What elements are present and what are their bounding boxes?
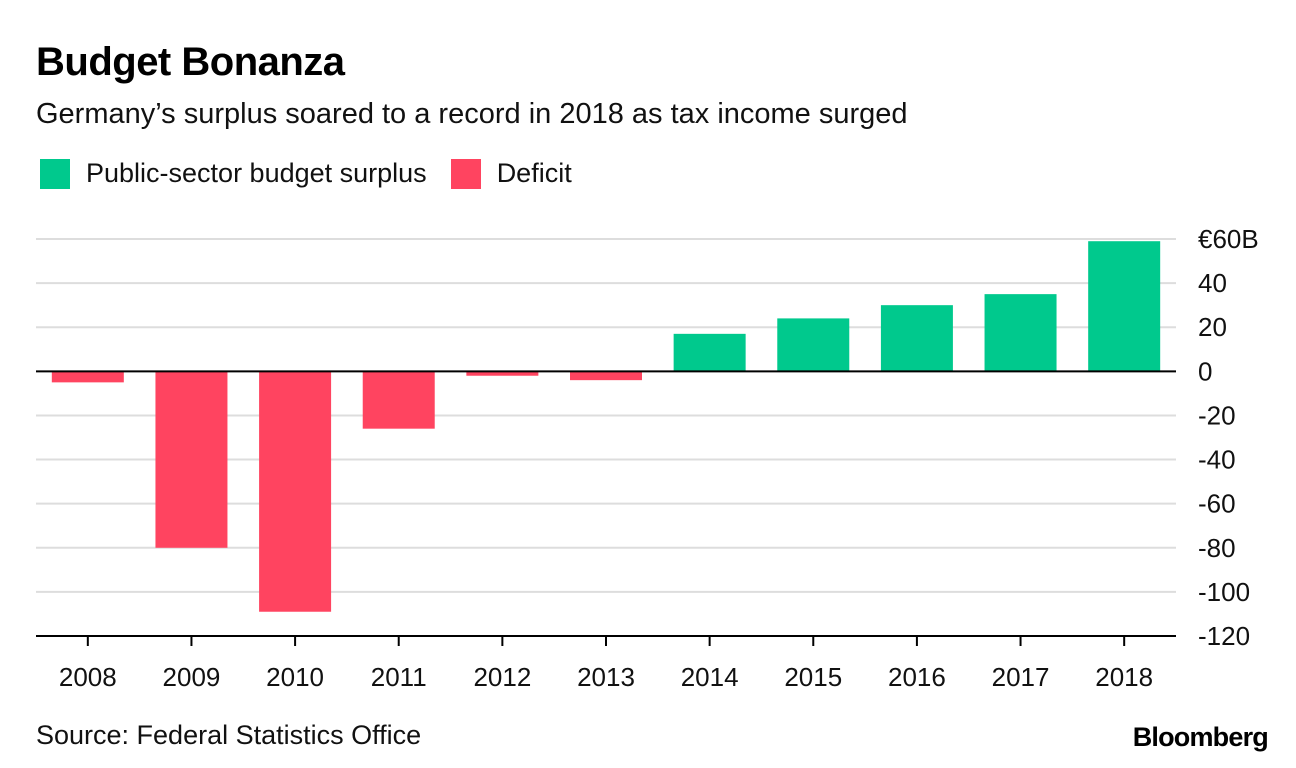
x-tick-label: 2009 [163,662,221,692]
y-tick-label: -40 [1198,445,1236,475]
deficit-bar [362,371,435,429]
legend-item-deficit: Deficit [450,158,572,189]
deficit-bar [570,371,642,381]
x-tick-label: 2015 [784,662,842,692]
chart-subtitle: Germany’s surplus soared to a record in … [36,98,908,130]
surplus-bar [1088,241,1161,372]
x-tick-label: 2013 [577,662,635,692]
chart-title: Budget Bonanza [36,40,345,84]
x-tick-label: 2010 [266,662,324,692]
legend-item-surplus: Public-sector budget surplus [40,158,427,189]
deficit-bar [155,371,228,548]
surplus-bar [777,318,850,372]
y-tick-label: 20 [1198,312,1227,342]
y-tick-label: -80 [1198,533,1236,563]
legend-label-deficit: Deficit [496,158,572,188]
y-tick-label: €60B [1198,224,1259,254]
y-tick-label: 40 [1198,268,1227,298]
source-note: Source: Federal Statistics Office [36,720,422,750]
x-tick-label: 2011 [371,662,427,692]
surplus-bar [880,305,953,372]
y-tick-label: -20 [1198,400,1236,430]
y-tick-label: -60 [1198,489,1236,519]
deficit-bar [466,371,539,376]
legend-swatch-surplus [40,158,70,189]
x-tick-label: 2017 [992,662,1050,692]
x-tick-label: 2016 [888,662,946,692]
legend: Public-sector budget surplus Deficit [40,158,596,189]
y-tick-label: -120 [1198,621,1250,651]
brand-logo: Bloomberg [1132,722,1269,752]
x-tick-label: 2018 [1095,662,1153,692]
y-tick-label: -100 [1198,577,1250,607]
deficit-bar [259,371,332,612]
legend-label-surplus: Public-sector budget surplus [86,158,427,188]
legend-swatch-deficit [450,158,481,189]
y-tick-label: 0 [1198,356,1212,386]
x-tick-label: 2008 [59,662,117,692]
deficit-bar [51,371,124,383]
surplus-bar [984,294,1057,372]
x-tick-label: 2012 [473,662,531,692]
surplus-bar [673,333,746,372]
x-tick-label: 2014 [681,662,739,692]
